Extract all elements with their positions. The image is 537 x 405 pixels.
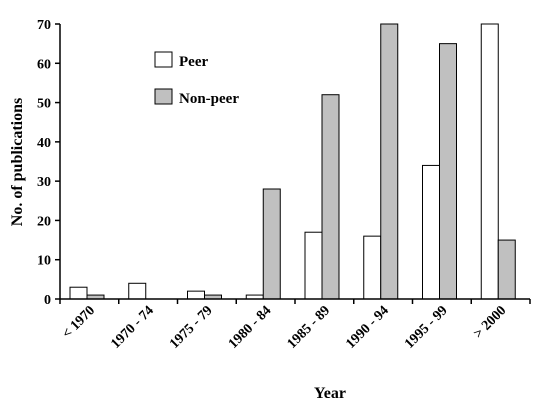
y-tick-label: 70: [37, 18, 51, 33]
x-tick-label: > 2000: [471, 303, 510, 342]
y-tick-label: 60: [37, 57, 51, 72]
bar-peer-6: [422, 164, 440, 300]
x-tick-label: 1990 - 94: [343, 303, 392, 352]
legend-swatch-non-peer: [154, 88, 173, 105]
bar-non-peer-7: [497, 239, 516, 300]
bar-non-peer-3: [262, 188, 281, 300]
x-tick-label: 1995 - 99: [402, 303, 451, 352]
x-axis-ticks: < 1970 1970 - 74 1975 - 79 1980 - 84 1985 - …: [59, 299, 531, 352]
x-tick-label: 1985 - 89: [285, 303, 334, 352]
legend: Peer Non-peer: [154, 51, 239, 107]
y-axis-title: No. of publications: [9, 98, 26, 226]
x-tick-label: 1975 - 79: [167, 303, 216, 352]
bar-peer-7: [480, 23, 499, 300]
bars-group: [69, 23, 516, 300]
x-axis-title: Year: [314, 385, 346, 402]
y-tick-label: 40: [37, 136, 51, 151]
legend-label-non-peer: Non-peer: [179, 91, 239, 107]
y-tick-label: 30: [37, 175, 51, 190]
legend-label-peer: Peer: [179, 54, 208, 70]
bar-peer-5: [363, 235, 382, 300]
bar-peer-4: [304, 231, 323, 300]
bar-non-peer-4: [321, 94, 340, 300]
y-axis-ticks: 0 10 20 30 40 50 60 70: [37, 18, 60, 308]
bar-peer-2: [187, 290, 205, 300]
x-tick-label: < 1970: [60, 303, 99, 342]
x-tick-label: 1970 - 74: [108, 303, 157, 352]
y-tick-label: 10: [37, 254, 51, 269]
y-tick-label: 20: [37, 214, 51, 229]
x-tick-label: 1980 - 84: [226, 303, 275, 352]
y-tick-label: 0: [44, 293, 51, 308]
bar-non-peer-6: [439, 43, 457, 300]
bar-peer-0: [69, 286, 88, 300]
y-tick-label: 50: [37, 97, 51, 112]
legend-swatch-peer: [154, 51, 173, 68]
bar-non-peer-5: [380, 23, 399, 300]
bar-peer-1: [128, 282, 147, 300]
